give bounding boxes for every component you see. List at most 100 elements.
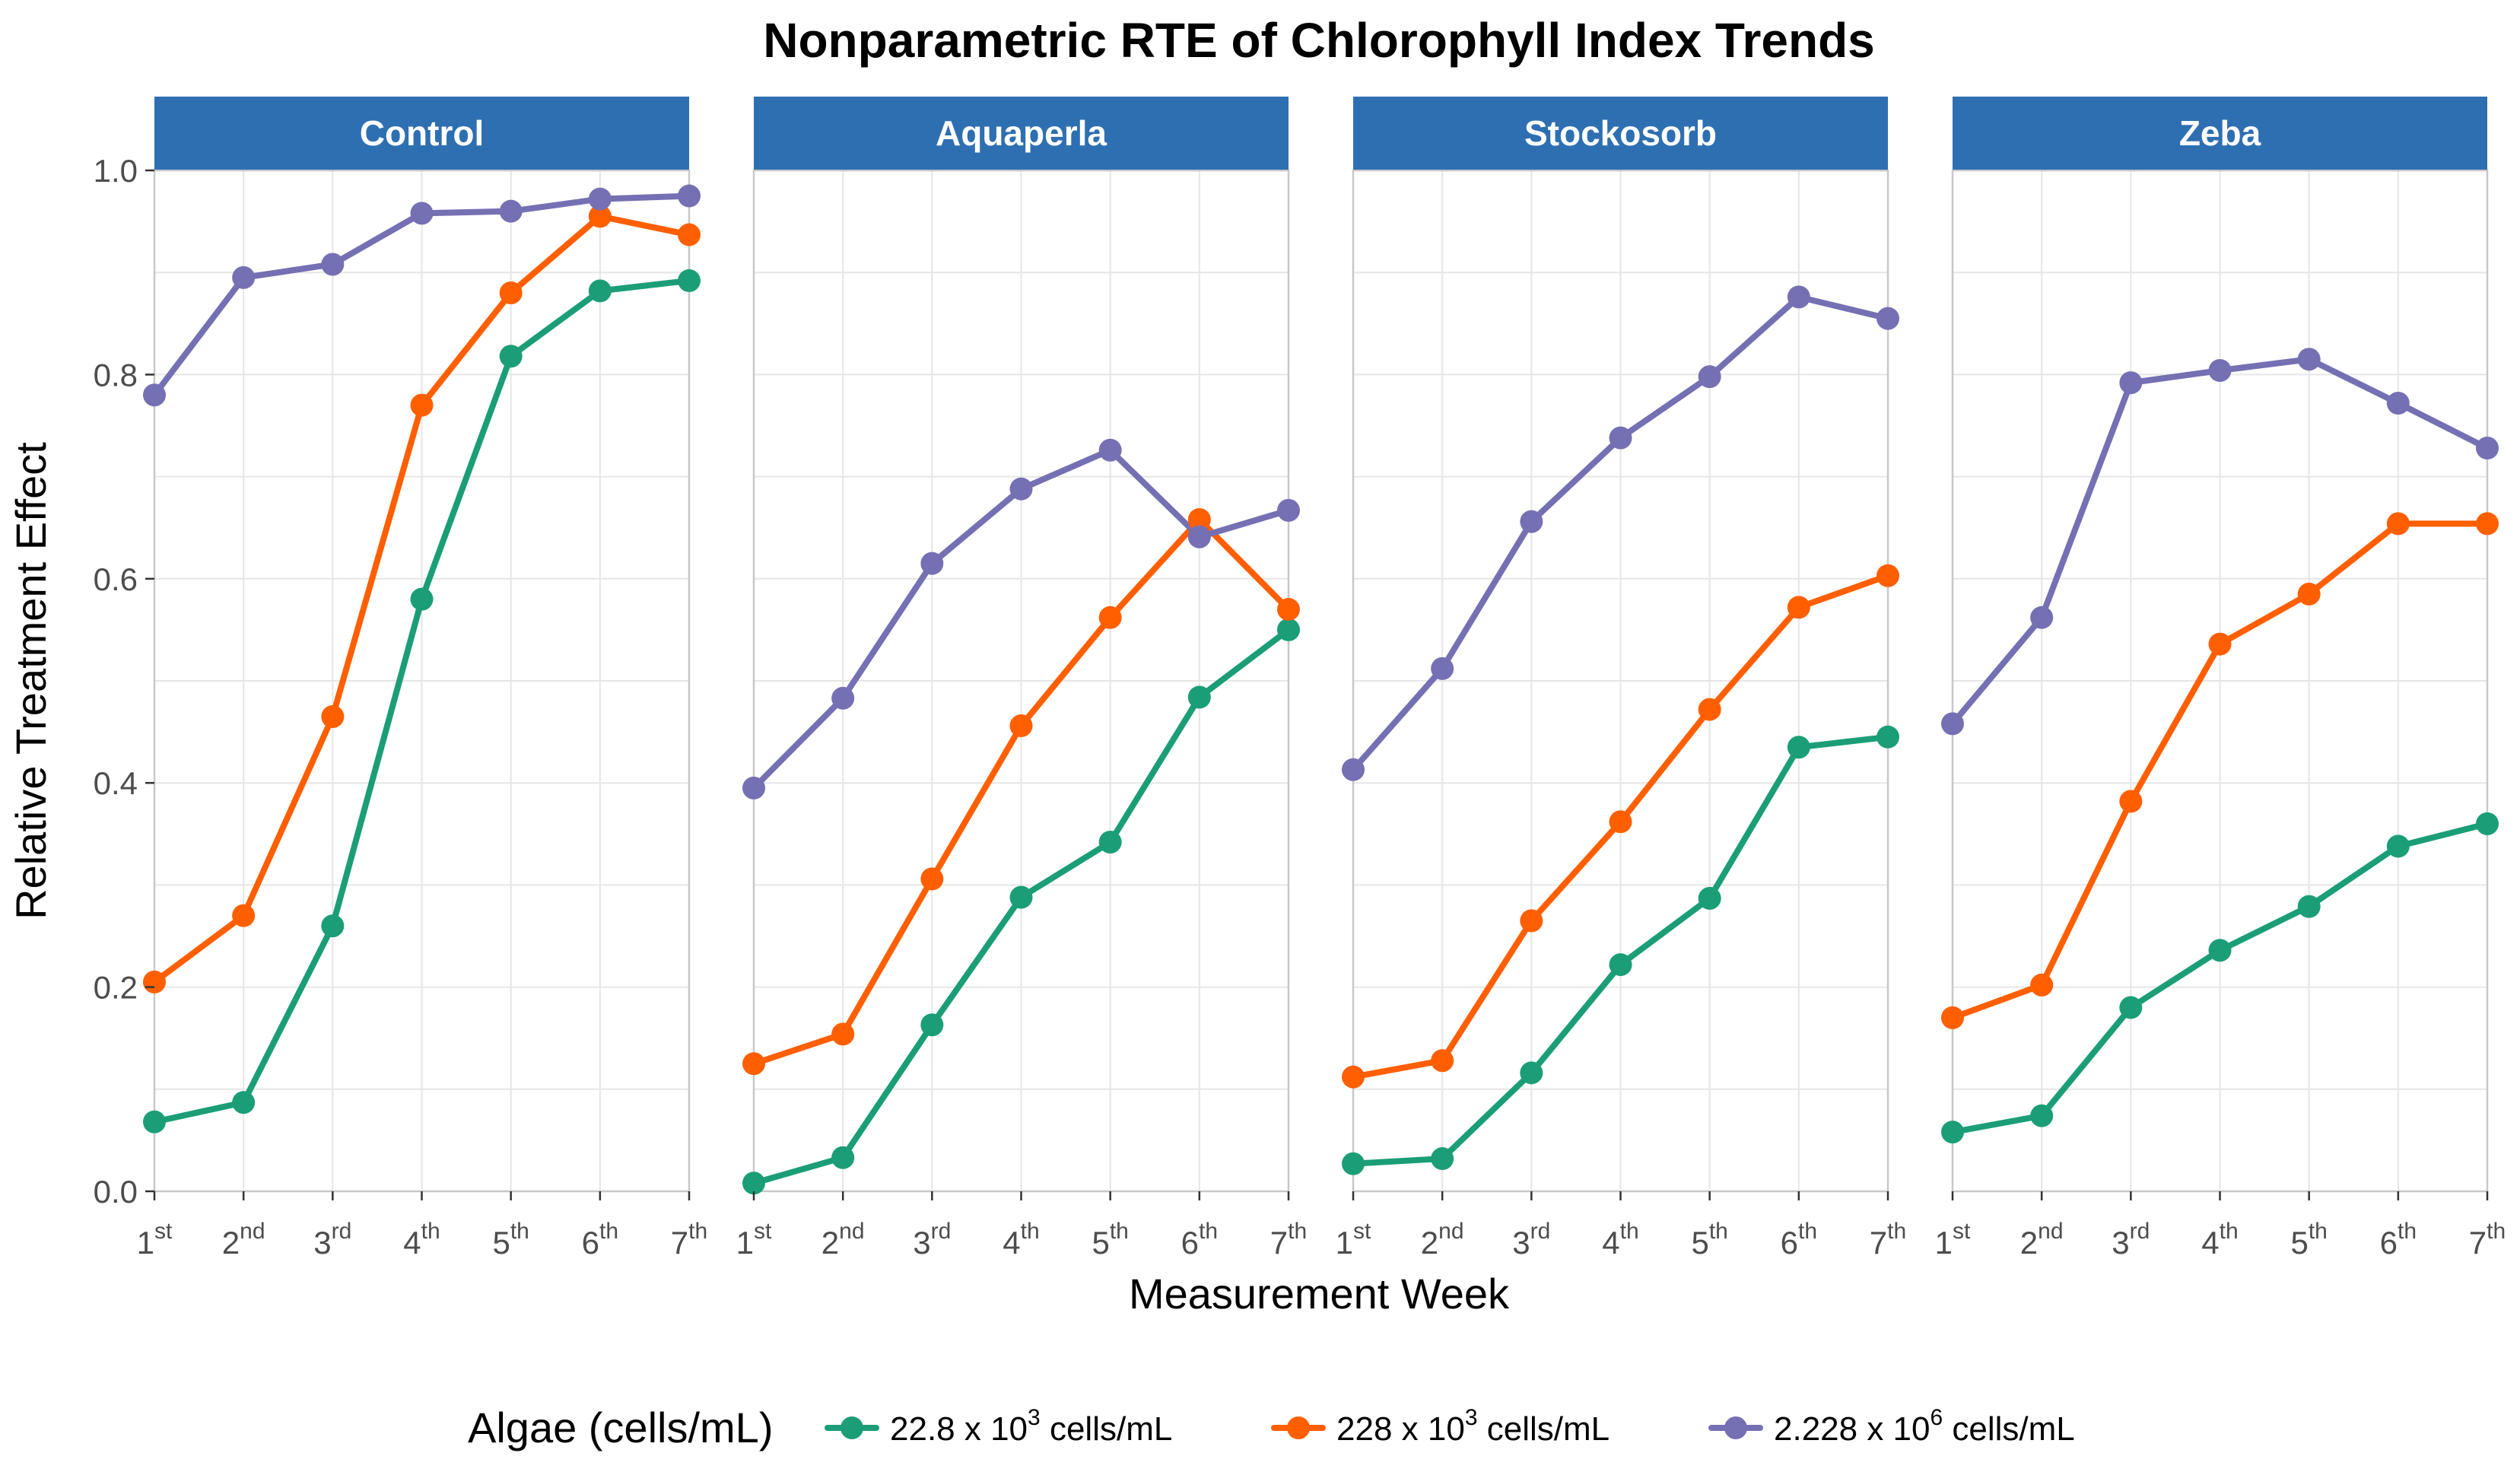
data-point	[1098, 438, 1122, 462]
data-point	[499, 345, 523, 368]
x-tick-suffix: rd	[931, 1219, 952, 1244]
data-point	[1431, 1147, 1454, 1171]
data-point	[2208, 632, 2232, 656]
data-point	[588, 187, 612, 211]
data-point	[1698, 698, 1721, 721]
x-tick-label: 7th	[1870, 1219, 1906, 1261]
x-tick-label: 7th	[2469, 1219, 2506, 1261]
data-point	[1098, 831, 1122, 854]
legend-label-exponent: 6	[1931, 1405, 1943, 1430]
data-point	[143, 383, 166, 407]
data-point	[2297, 348, 2321, 371]
data-point	[1876, 725, 1899, 749]
x-tick-number: 1	[137, 1225, 154, 1261]
x-tick-label: 5th	[1092, 1219, 1128, 1261]
data-point	[1431, 657, 1454, 680]
x-tick-suffix: rd	[2130, 1219, 2150, 1244]
x-tick-number: 6	[1781, 1225, 1798, 1261]
data-point	[831, 1022, 855, 1046]
data-point	[920, 867, 944, 891]
x-tick-suffix: th	[2220, 1219, 2239, 1244]
x-tick-suffix: st	[754, 1219, 772, 1244]
data-point	[1187, 525, 1211, 548]
legend-label-prefix: 228 x 10	[1336, 1410, 1465, 1448]
x-tick-number: 6	[582, 1225, 599, 1261]
data-point	[2030, 973, 2054, 997]
data-point	[232, 265, 256, 289]
x-tick-label: 3rd	[1512, 1219, 1550, 1261]
data-point	[742, 776, 765, 800]
data-point	[1009, 477, 1033, 501]
x-axis-title: Measurement Week	[1129, 1270, 1510, 1318]
x-tick-label: 2nd	[821, 1219, 865, 1261]
data-point	[1941, 1121, 1964, 1144]
x-tick-suffix: th	[1798, 1219, 1817, 1244]
x-tick-suffix: th	[1288, 1219, 1307, 1244]
data-point	[2208, 359, 2232, 383]
x-tick-number: 1	[1935, 1225, 1953, 1261]
x-tick-suffix: st	[1953, 1219, 1971, 1244]
facet-strip-label: Aquaperla	[936, 113, 1107, 153]
x-tick-number: 2	[2020, 1225, 2038, 1261]
legend-label-unit: cells/mL	[1041, 1410, 1173, 1448]
x-tick-suffix: th	[1021, 1219, 1040, 1244]
x-tick-suffix: th	[688, 1219, 707, 1244]
x-tick-label: 2nd	[222, 1219, 265, 1261]
x-tick-suffix: rd	[1530, 1219, 1551, 1244]
data-point	[1277, 498, 1300, 522]
x-tick-suffix: nd	[1438, 1219, 1463, 1244]
x-tick-label: 1st	[1336, 1219, 1371, 1261]
x-tick-suffix: st	[154, 1219, 173, 1244]
x-tick-label: 7th	[1270, 1219, 1307, 1261]
data-point	[2119, 790, 2143, 813]
x-tick-label: 7th	[671, 1219, 707, 1261]
x-tick-label: 1st	[137, 1219, 173, 1261]
data-point	[1941, 1006, 1964, 1029]
data-point	[1787, 285, 1810, 309]
facet-strip	[1353, 97, 1888, 170]
data-point	[143, 970, 166, 994]
legend-item: 228 x 103 cells/mL	[1271, 1405, 1610, 1448]
x-tick-number: 2	[222, 1225, 240, 1261]
data-point	[588, 279, 612, 303]
legend: Algae (cells/mL) 22.8 x 103 cells/mL 228 x…	[468, 1404, 2075, 1451]
x-tick-number: 4	[1602, 1225, 1619, 1261]
data-point	[1787, 736, 1810, 759]
data-point	[1876, 307, 1899, 330]
x-tick-label: 4th	[403, 1219, 440, 1261]
x-tick-suffix: th	[1110, 1219, 1129, 1244]
y-axis-title: Relative Treatment Effect	[7, 442, 55, 920]
data-point	[742, 1172, 765, 1195]
x-tick-number: 1	[736, 1225, 754, 1261]
x-tick-number: 3	[1512, 1225, 1530, 1261]
data-point	[1187, 507, 1211, 531]
facet-strip	[154, 97, 689, 170]
x-tick-number: 7	[1870, 1225, 1887, 1261]
data-point	[1609, 953, 1632, 977]
x-tick-label: 6th	[1781, 1219, 1817, 1261]
data-point	[1277, 618, 1300, 641]
legend-label-exponent: 3	[1465, 1405, 1478, 1430]
x-tick-number: 6	[2380, 1225, 2398, 1261]
data-point	[1698, 365, 1721, 389]
data-point	[742, 1052, 765, 1076]
x-tick-suffix: th	[2309, 1219, 2328, 1244]
x-tick-label: 2nd	[1421, 1219, 1464, 1261]
x-tick-label: 1st	[1935, 1219, 1971, 1261]
data-point	[321, 253, 345, 276]
data-point	[920, 552, 944, 575]
data-point	[1609, 810, 1632, 834]
data-point	[499, 281, 523, 305]
data-point	[1520, 510, 1543, 533]
legend-key-point	[1287, 1416, 1310, 1439]
x-tick-number: 5	[492, 1225, 510, 1261]
x-tick-suffix: th	[2487, 1219, 2506, 1244]
data-point	[1342, 758, 1365, 781]
data-point	[1520, 1061, 1543, 1085]
x-tick-suffix: th	[510, 1219, 529, 1244]
legend-label: 2.228 x 106 cells/mL	[1774, 1405, 2075, 1448]
